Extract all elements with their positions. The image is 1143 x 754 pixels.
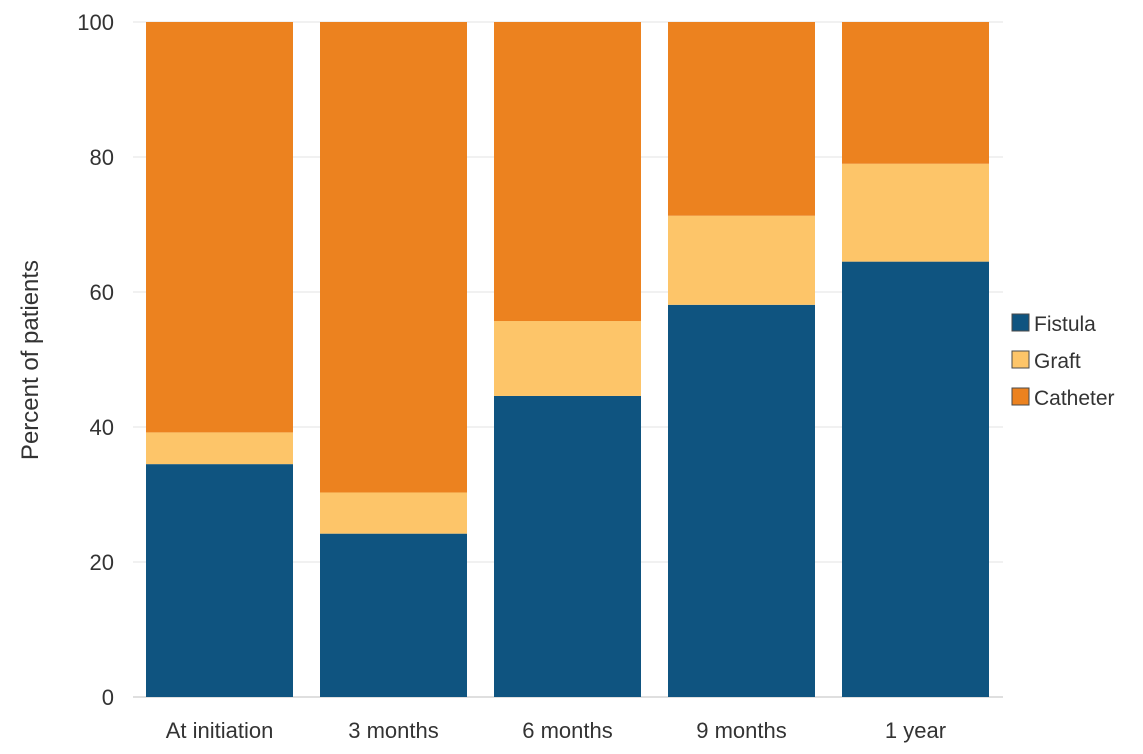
bar-fistula-1 [320,533,467,697]
bar-fistula-0 [146,464,293,697]
bar-catheter-4 [842,22,989,164]
bar-graft-4 [842,163,989,262]
bar-fistula-2 [494,395,641,697]
x-tick-label-4: 1 year [885,718,946,743]
bar-graft-0 [146,432,293,465]
bar-catheter-3 [668,22,815,216]
y-tick-label-60: 60 [90,280,114,305]
x-tick-label-0: At initiation [166,718,274,743]
bar-graft-2 [494,321,641,396]
y-axis-title: Percent of patients [17,260,44,460]
legend-swatch-graft [1011,350,1030,369]
bar-graft-3 [668,215,815,305]
y-tick-label-40: 40 [90,415,114,440]
y-tick-label-80: 80 [90,145,114,170]
y-tick-label-20: 20 [90,550,114,575]
y-axis-ticks: 0 20 40 60 80 100 [77,10,114,710]
legend: Fistula Graft Catheter [1011,313,1115,410]
legend-swatch-catheter [1011,387,1030,406]
y-tick-label-0: 0 [102,685,114,710]
bar-catheter-1 [320,22,467,493]
bar-catheter-0 [146,22,293,433]
x-tick-label-2: 6 months [522,718,613,743]
legend-label-catheter: Catheter [1034,387,1115,410]
legend-label-graft: Graft [1034,350,1081,373]
x-tick-label-1: 3 months [348,718,439,743]
y-tick-label-100: 100 [77,10,114,35]
legend-label-fistula: Fistula [1034,313,1096,336]
bar-fistula-3 [668,304,815,697]
bars [146,22,989,697]
bar-fistula-4 [842,261,989,697]
legend-swatch-fistula [1011,313,1030,332]
x-axis-ticks: At initiation 3 months 6 months 9 months 1 y… [166,718,946,743]
bar-catheter-2 [494,22,641,322]
bar-graft-1 [320,492,467,534]
x-tick-label-3: 9 months [696,718,787,743]
